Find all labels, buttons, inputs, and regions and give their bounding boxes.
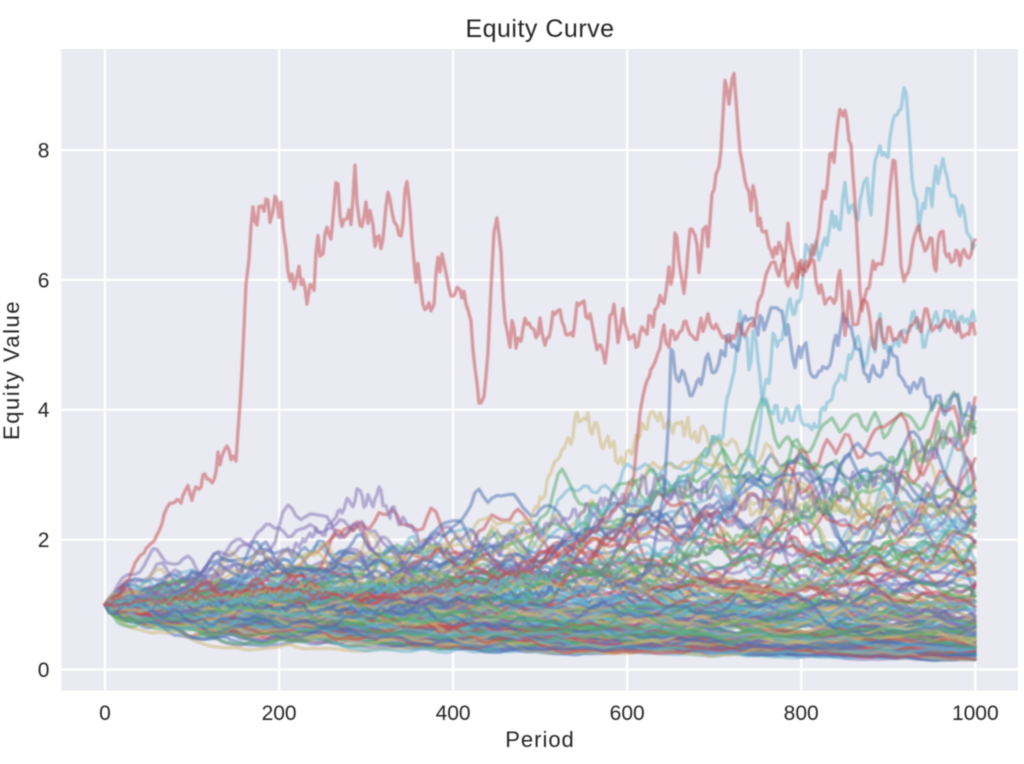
svg-text:0: 0 <box>99 702 111 725</box>
svg-text:Period: Period <box>505 727 575 752</box>
svg-text:800: 800 <box>784 702 819 725</box>
svg-text:600: 600 <box>610 702 645 725</box>
svg-text:400: 400 <box>436 702 471 725</box>
svg-text:200: 200 <box>262 702 297 725</box>
svg-text:6: 6 <box>38 269 50 292</box>
svg-text:2: 2 <box>38 529 50 552</box>
svg-text:Equity Curve: Equity Curve <box>465 15 614 43</box>
svg-text:1000: 1000 <box>952 702 999 725</box>
svg-text:4: 4 <box>38 399 50 422</box>
svg-text:0: 0 <box>38 659 50 682</box>
svg-text:8: 8 <box>38 140 50 163</box>
svg-text:Equity Value: Equity Value <box>0 300 24 440</box>
